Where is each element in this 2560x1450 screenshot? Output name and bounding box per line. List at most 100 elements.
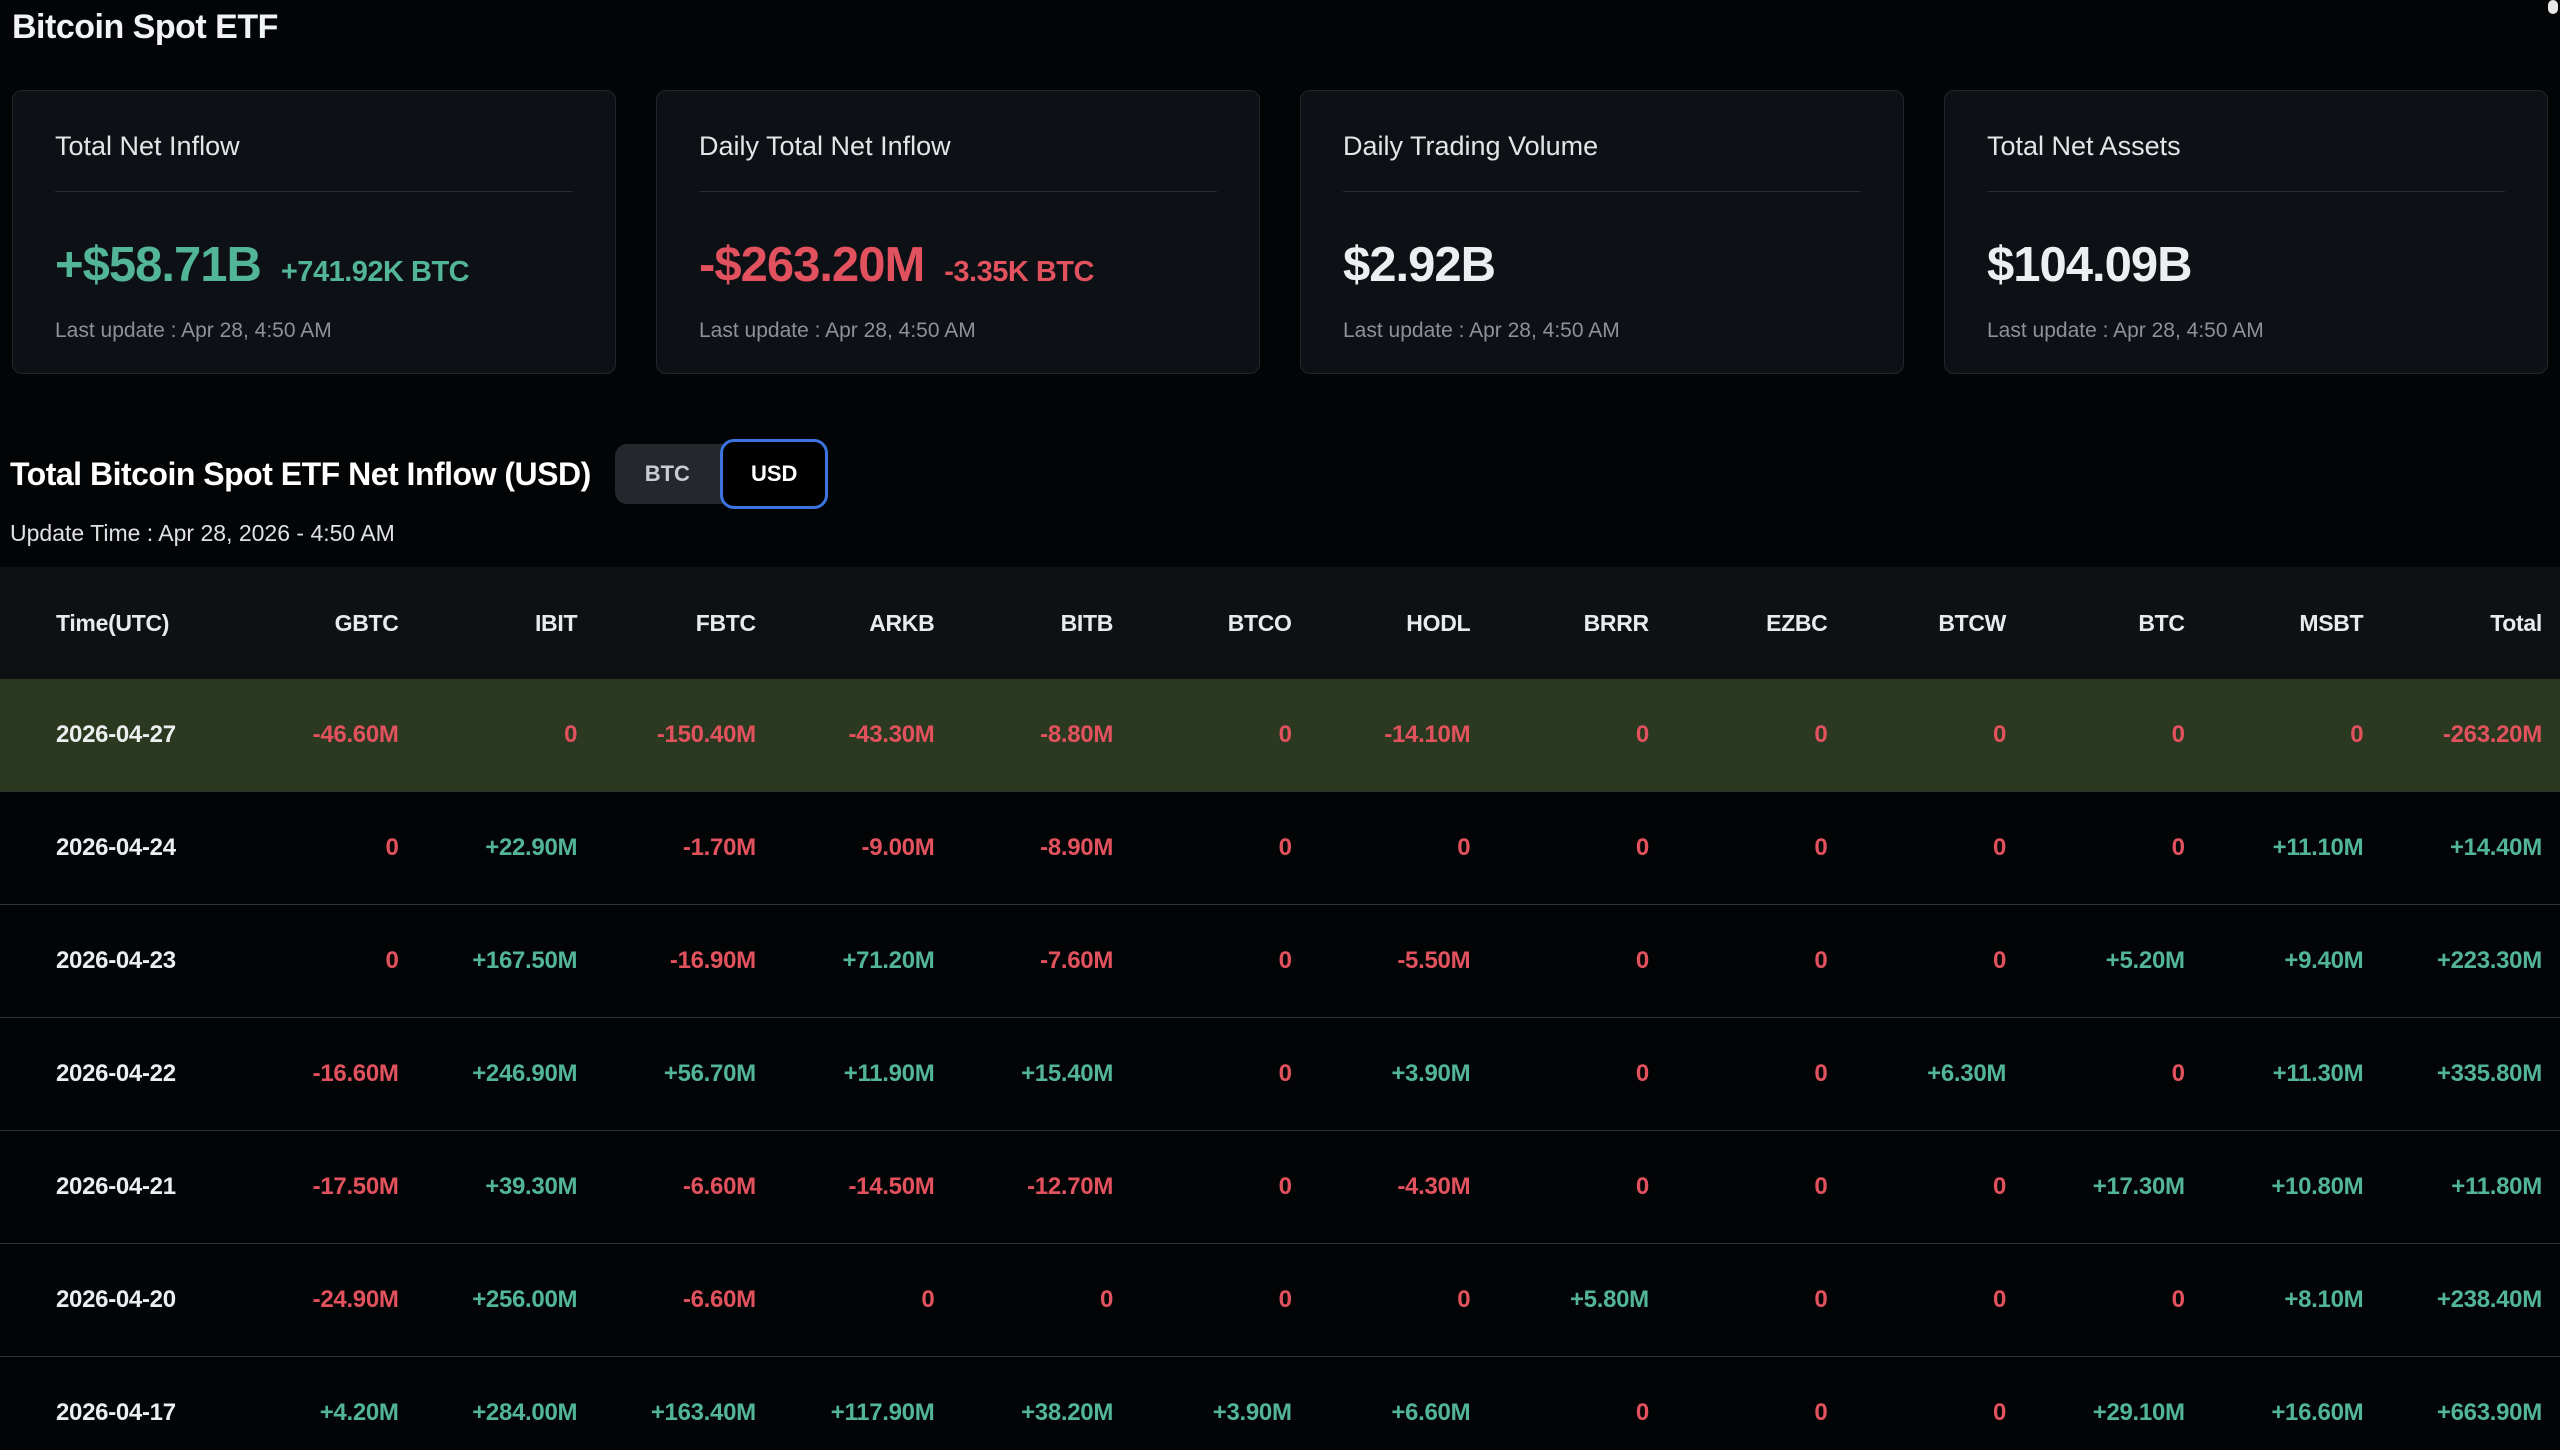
table-row: 2026-04-20 -24.90M +256.00M -6.60M 0 0 0 0 +5.80… [0,1244,2560,1357]
value-cell: 0 [1635,721,1649,748]
stat-card-value: $2.92B [1343,238,1496,292]
stat-card-value-row: +$58.71B +741.92K BTC [55,237,573,293]
value-cell: 0 [1814,947,1828,974]
value-cell: +8.10M [2284,1286,2364,1313]
page-title: Bitcoin Spot ETF [12,8,278,46]
stat-card-label: Total Net Inflow [55,131,240,161]
value-cell: +11.10M [2272,834,2364,861]
update-time: Update Time : Apr 28, 2026 - 4:50 AM [10,520,395,546]
value-cell: +71.20M [842,947,935,974]
value-cell: +56.70M [663,1060,756,1087]
value-cell: +163.40M [650,1399,756,1426]
value-cell: -24.90M [312,1286,399,1313]
value-cell: +117.90M [830,1399,935,1426]
value-cell: -263.20M [2442,721,2542,748]
value-cell: 0 [1635,1060,1649,1087]
stat-card-divider [1343,191,1861,192]
section-title: Total Bitcoin Spot ETF Net Inflow (USD) [10,455,591,492]
value-cell: +167.50M [472,947,578,974]
date-cell: 2026-04-17 [56,1399,176,1426]
date-cell: 2026-04-23 [56,947,176,974]
stat-card-last-update: Last update : Apr 28, 4:50 AM [1987,319,2264,342]
stat-card-sub-value: +741.92K BTC [280,256,470,288]
header-cell: FBTC [695,609,756,636]
value-cell: +663.90M [2436,1399,2542,1426]
value-cell: -5.50M [1397,947,1471,974]
value-cell: 0 [1993,834,2007,861]
value-cell: +4.20M [319,1399,399,1426]
value-cell: 0 [1278,834,1292,861]
stat-card-label: Daily Trading Volume [1343,131,1599,161]
header-cell: BTCW [1938,609,2007,636]
table-row: 2026-04-23 0 +167.50M -16.90M +71.20M -7.60M 0… [0,905,2560,1018]
value-cell: 0 [564,721,578,748]
scrollbar-thumb[interactable] [2548,0,2558,14]
value-cell: +3.90M [1391,1060,1471,1087]
value-cell: -6.60M [682,1173,756,1200]
stat-card-label: Total Net Assets [1987,131,2181,161]
value-cell: +16.60M [2271,1399,2364,1426]
value-cell: 0 [1457,834,1471,861]
value-cell: +284.00M [472,1399,578,1426]
header-cell: EZBC [1766,609,1828,636]
header-cell: BTCO [1227,609,1292,636]
stat-card-value-row: -$263.20M -3.35K BTC [699,237,1217,293]
value-cell: -6.60M [682,1286,756,1313]
value-cell: +11.30M [2272,1060,2364,1087]
value-cell: +29.10M [2092,1399,2185,1426]
header-cell: Time(UTC) [56,609,170,636]
value-cell: 0 [1814,1399,1828,1426]
value-cell: +38.20M [1021,1399,1114,1426]
stat-card-value: -$263.20M [699,238,925,292]
stat-card-value: $104.09B [1987,238,2193,292]
value-cell: 0 [385,947,399,974]
table-header-row: Time(UTC) GBTC IBIT FBTC ARKB BITB BTCO HODL BRR… [0,567,2560,679]
value-cell: 0 [1814,834,1828,861]
stat-card: Total Net Assets $104.09B Last update : Ap… [1944,90,2548,374]
stat-card: Daily Total Net Inflow -$263.20M -3.35K BT… [656,90,1260,374]
value-cell: +10.80M [2271,1173,2364,1200]
value-cell: -9.00M [861,834,935,861]
header-cell: BRRR [1583,609,1650,636]
value-cell: 0 [1278,721,1292,748]
stat-cards: Total Net Inflow +$58.71B +741.92K BTC Last… [12,90,2548,374]
stat-card-last-update: Last update : Apr 28, 4:50 AM [55,319,332,342]
value-cell: 0 [1993,1399,2007,1426]
toggle-btc-button[interactable]: BTC [615,444,720,504]
value-cell: +39.30M [485,1173,578,1200]
value-cell: 0 [2171,1060,2185,1087]
stat-card-value-row: $104.09B [1987,237,2505,293]
value-cell: -150.40M [656,721,756,748]
stat-card-label: Daily Total Net Inflow [699,131,951,161]
header-cell: BTC [2138,609,2185,636]
table-row: 2026-04-22 -16.60M +246.90M +56.70M +11.90M +… [0,1018,2560,1131]
stat-card: Daily Trading Volume $2.92B Last update : … [1300,90,1904,374]
toggle-usd-button[interactable]: USD [719,439,829,509]
value-cell: 0 [1814,1060,1828,1087]
value-cell: 0 [1278,1286,1292,1313]
value-cell: 0 [1278,1173,1292,1200]
value-cell: -16.90M [669,947,756,974]
stat-card-divider [699,191,1217,192]
value-cell: 0 [1814,721,1828,748]
value-cell: -7.60M [1040,947,1114,974]
value-cell: +6.30M [1927,1060,2007,1087]
value-cell: +238.40M [2436,1286,2542,1313]
value-cell: +17.30M [2092,1173,2185,1200]
value-cell: +223.30M [2436,947,2542,974]
header-cell: ARKB [869,609,935,636]
value-cell: +9.40M [2284,947,2364,974]
value-cell: 0 [1635,947,1649,974]
header-cell: HODL [1406,609,1471,636]
value-cell: 0 [1993,1173,2007,1200]
stat-card-divider [1987,191,2505,192]
value-cell: +22.90M [485,834,578,861]
stat-card-last-update: Last update : Apr 28, 4:50 AM [1343,319,1620,342]
header-cell: GBTC [334,609,399,636]
value-cell: 0 [2350,721,2364,748]
value-cell: 0 [1635,834,1649,861]
value-cell: -14.50M [848,1173,935,1200]
value-cell: 0 [1457,1286,1471,1313]
value-cell: 0 [1635,1173,1649,1200]
value-cell: +14.40M [2449,834,2542,861]
